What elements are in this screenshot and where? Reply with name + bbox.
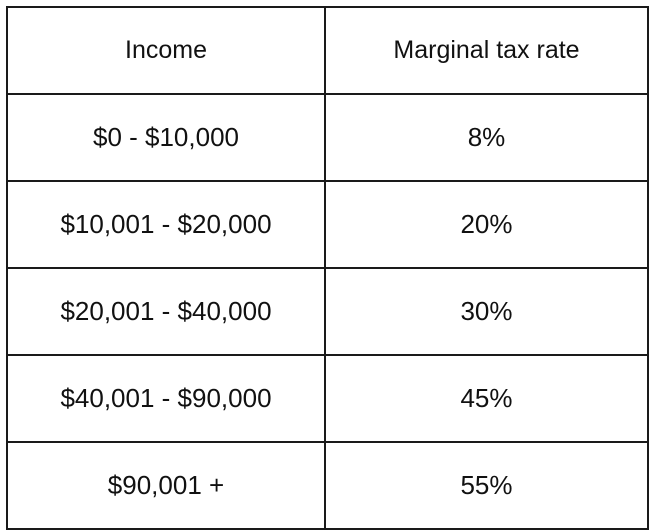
header-marginal-tax-rate: Marginal tax rate bbox=[324, 6, 649, 95]
rate-cell: 55% bbox=[324, 441, 649, 530]
header-income: Income bbox=[6, 6, 326, 95]
table-row: $90,001 + 55% bbox=[6, 441, 649, 530]
table-row: $10,001 - $20,000 20% bbox=[6, 180, 649, 269]
table-header: Income Marginal tax rate bbox=[6, 6, 649, 95]
rate-cell: 20% bbox=[324, 180, 649, 269]
income-cell: $0 - $10,000 bbox=[6, 93, 326, 182]
tax-rate-table-container: Income Marginal tax rate $0 - $10,000 8%… bbox=[6, 6, 649, 530]
income-cell: $90,001 + bbox=[6, 441, 326, 530]
income-cell: $20,001 - $40,000 bbox=[6, 267, 326, 356]
table-row: $0 - $10,000 8% bbox=[6, 93, 649, 182]
table-row: $40,001 - $90,000 45% bbox=[6, 354, 649, 443]
table-row: $20,001 - $40,000 30% bbox=[6, 267, 649, 356]
rate-cell: 8% bbox=[324, 93, 649, 182]
tax-rate-table: Income Marginal tax rate $0 - $10,000 8%… bbox=[6, 6, 649, 530]
income-cell: $10,001 - $20,000 bbox=[6, 180, 326, 269]
income-cell: $40,001 - $90,000 bbox=[6, 354, 326, 443]
rate-cell: 45% bbox=[324, 354, 649, 443]
header-row: Income Marginal tax rate bbox=[6, 6, 649, 95]
rate-cell: 30% bbox=[324, 267, 649, 356]
table-body: $0 - $10,000 8% $10,001 - $20,000 20% $2… bbox=[6, 93, 649, 530]
